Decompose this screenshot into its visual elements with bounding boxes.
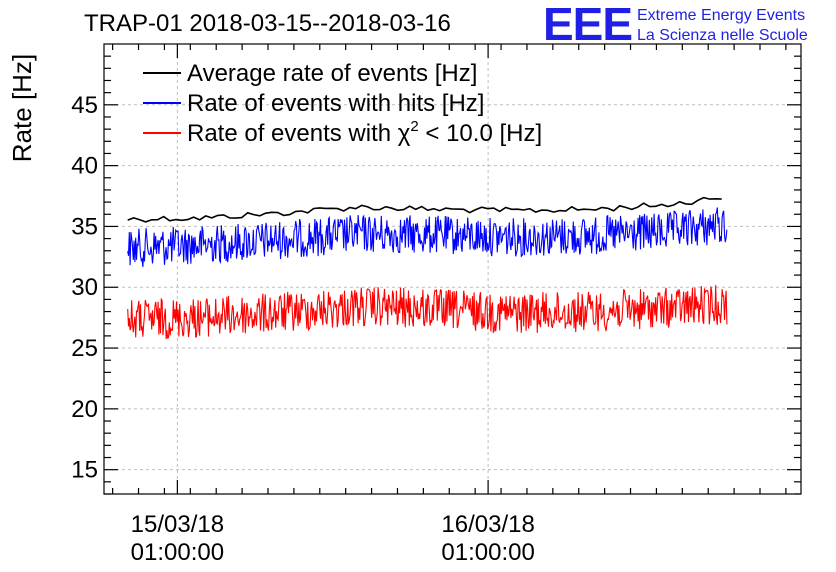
x-tick-label-time: 01:00:00 [441,539,534,566]
series-layer [127,196,728,340]
series-line-hits [127,207,728,267]
legend-item-average: Average rate of events [Hz] [143,60,477,87]
legend-item-hits: Rate of events with hits [Hz] [143,90,484,117]
y-tick-label: 25 [71,335,98,362]
chart-title: TRAP-01 2018-03-15--2018-03-16 [84,10,451,37]
eee-logo-text: EEE [543,0,632,50]
y-tick-label: 45 [71,92,98,119]
eee-logo: EEE Extreme Energy Events La Scienza nel… [543,0,808,50]
y-tick-label: 15 [71,457,98,484]
y-axis-label: Rate [Hz] [7,54,37,162]
y-tick-label: 40 [71,153,98,180]
series-line-chi2 [127,285,728,340]
legend-chi2-symbol: χ [398,120,411,147]
y-tick-label: 30 [71,274,98,301]
eee-logo-line2: La Scienza nelle Scuole [637,27,808,44]
legend-label-average: Average rate of events [Hz] [187,60,477,87]
y-tick-label: 35 [71,213,98,240]
series-line-average [127,196,722,223]
x-tick-label-time: 01:00:00 [131,539,224,566]
y-tick-label: 20 [71,396,98,423]
legend: Average rate of events [Hz] Rate of even… [143,60,542,147]
x-tick-label-date: 16/03/18 [441,511,534,538]
plot-frame [103,43,802,495]
eee-logo-line1: Extreme Energy Events [637,7,805,24]
legend-chi2-sup: 2 [410,118,418,135]
axes: 1520253035404515/03/1801:00:0016/03/1801… [71,44,801,566]
legend-chi2-suffix: < 10.0 [Hz] [419,120,542,147]
legend-label-hits: Rate of events with hits [Hz] [187,90,484,117]
x-tick-label-date: 15/03/18 [131,511,224,538]
legend-chi2-prefix: Rate of events with [187,120,398,147]
legend-label-chi2: Rate of events with χ2 < 10.0 [Hz] [187,118,542,147]
legend-item-chi2: Rate of events with χ2 < 10.0 [Hz] [143,118,542,147]
